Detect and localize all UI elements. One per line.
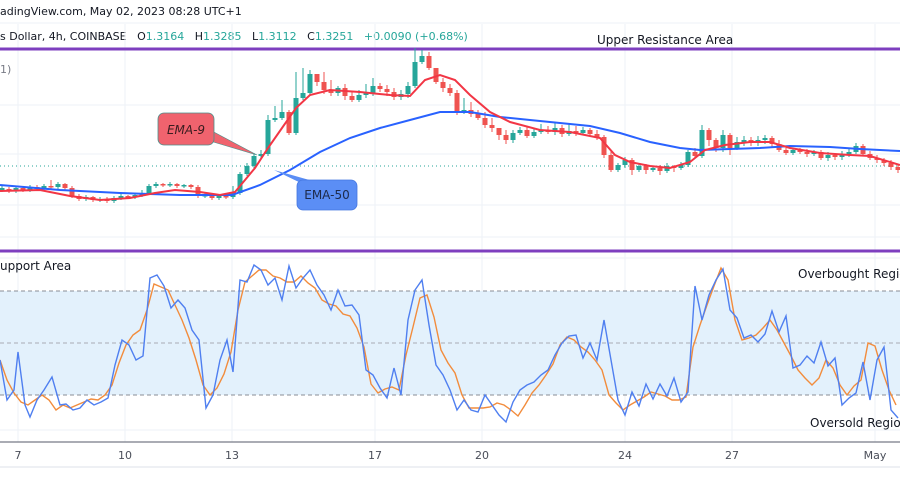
symbol-description: s Dollar, 4h, COINBASE bbox=[0, 30, 127, 43]
upper-resistance-label: Upper Resistance Area bbox=[597, 33, 733, 47]
low-value: 1.3112 bbox=[258, 30, 297, 43]
high-label: H bbox=[194, 30, 204, 43]
time-tick-label: May bbox=[864, 449, 887, 462]
time-axis[interactable]: 7 10 13 17 20 24 27 May bbox=[15, 449, 887, 462]
close-label: C bbox=[307, 30, 315, 43]
ema9-line bbox=[0, 73, 900, 202]
ema50-callout-label: EMA-50 bbox=[304, 188, 349, 202]
open-label: O bbox=[137, 30, 146, 43]
overbought-label: Overbought Region bbox=[798, 267, 900, 281]
time-tick-label: 10 bbox=[118, 449, 132, 462]
ema9-callout-label: EMA-9 bbox=[167, 123, 205, 137]
symbol-ohlc-legend: s Dollar, 4h, COINBASE O1.3164 H1.3285 L… bbox=[0, 30, 468, 43]
support-area-label: upport Area bbox=[0, 259, 71, 273]
oscillator-fast-line bbox=[0, 263, 899, 424]
time-tick-label: 7 bbox=[15, 449, 22, 462]
oversold-label: Oversold Region bbox=[810, 416, 900, 430]
indicator-label: 1) bbox=[0, 63, 11, 76]
time-tick-label: 20 bbox=[475, 449, 489, 462]
ema50-callout: EMA-50 bbox=[274, 170, 358, 211]
open-value: 1.3164 bbox=[145, 30, 185, 43]
watermark-header: adingView.com, May 02, 2023 08:28 UTC+1 bbox=[0, 5, 242, 18]
time-tick-label: 27 bbox=[725, 449, 739, 462]
time-tick-label: 24 bbox=[618, 449, 632, 462]
oscillator-slow-line bbox=[0, 266, 897, 418]
candlesticks bbox=[0, 48, 900, 203]
close-value: 1.3251 bbox=[314, 30, 354, 43]
time-tick-label: 13 bbox=[225, 449, 239, 462]
change-value: +0.0090 (+0.68%) bbox=[363, 30, 468, 43]
low-label: L bbox=[252, 30, 259, 43]
time-tick-label: 17 bbox=[368, 449, 382, 462]
ema9-callout: EMA-9 bbox=[157, 112, 258, 156]
